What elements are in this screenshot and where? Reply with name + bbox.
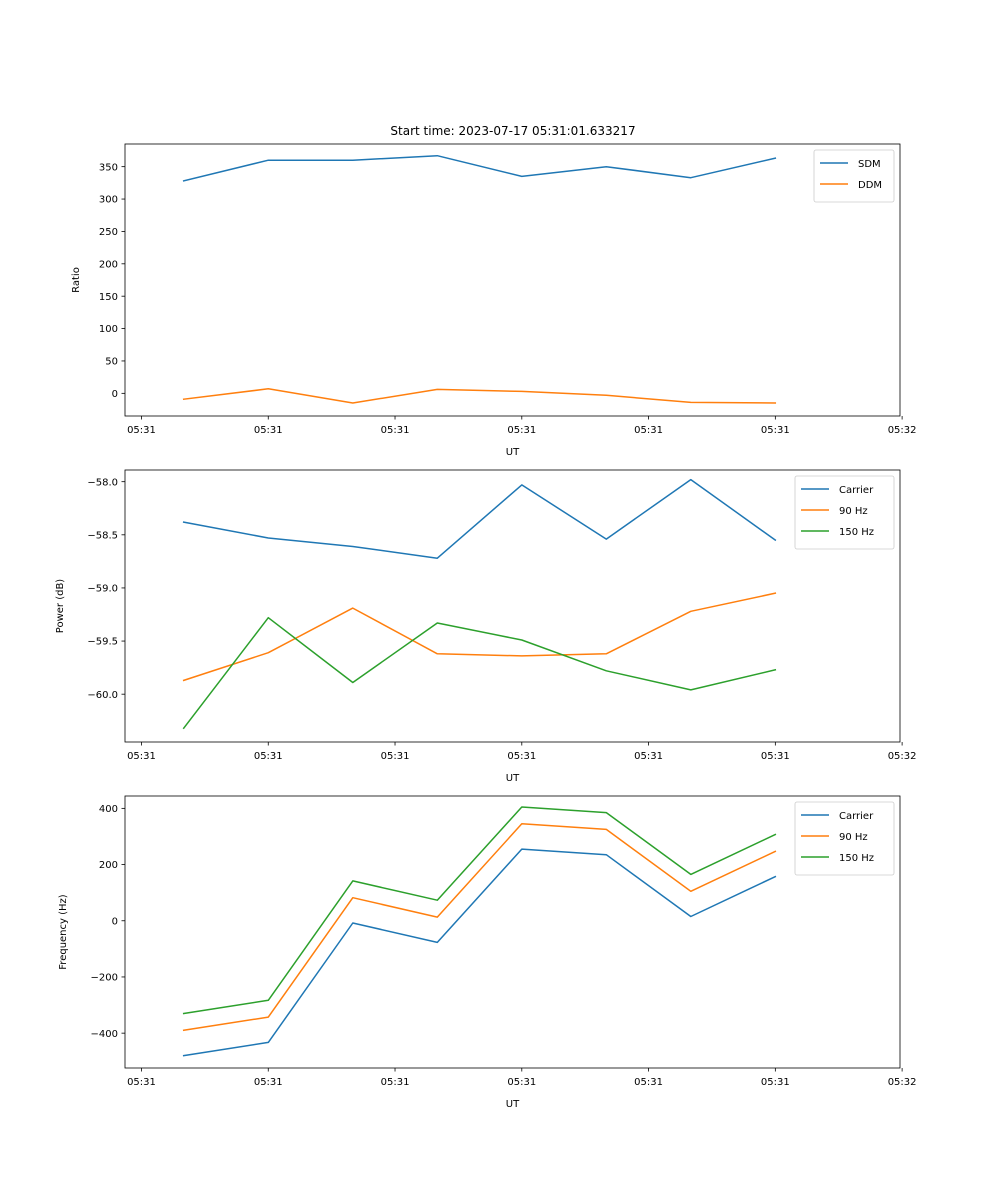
- frequency-x-tick-label: 05:31: [507, 1077, 536, 1088]
- ratio-x-tick-label: 05:31: [761, 425, 790, 436]
- frequency-x-tick-label: 05:31: [381, 1077, 410, 1088]
- frequency-x-axis-label: UT: [506, 1099, 520, 1110]
- power-y-tick-label: −60.0: [87, 690, 118, 701]
- ratio-panel: 05:31 05:31 05:31 05:31 05:31 05:31 05:32 0 50 10…: [71, 143, 917, 458]
- frequency-y-tick-label: 400: [99, 804, 118, 815]
- power-x-tick-label: 05:32: [888, 751, 917, 762]
- ratio-x-tick-label: 05:31: [634, 425, 663, 436]
- frequency-x-tick-label: 05:32: [888, 1077, 917, 1088]
- ratio-x-tick-label: 05:31: [507, 425, 536, 436]
- ratio-legend: SDM DDM: [813, 149, 895, 203]
- power-y-tick-label: −59.0: [87, 584, 118, 595]
- power-x-tick-label: 05:31: [634, 751, 663, 762]
- ratio-y-tick-label: 300: [99, 195, 118, 206]
- ratio-legend-label-ddm: DDM: [858, 180, 882, 191]
- power-series-90-hz-line: [182, 592, 777, 682]
- frequency-series-150-hz-line: [182, 806, 777, 1015]
- power-legend-label-90-hz: 90 Hz: [839, 506, 868, 517]
- frequency-series-90-hz-line: [182, 823, 777, 1032]
- power-x-tick-label: 05:31: [381, 751, 410, 762]
- frequency-legend: Carrier 90 Hz 150 Hz: [794, 801, 895, 876]
- ratio-x-tick-label: 05:31: [254, 425, 283, 436]
- power-panel: 05:31 05:31 05:31 05:31 05:31 05:31 05:32 −60.0…: [55, 469, 917, 784]
- ratio-y-tick-label: 350: [99, 162, 118, 173]
- power-y-tick-label: −59.5: [87, 637, 118, 648]
- ratio-x-axis-label: UT: [506, 447, 520, 458]
- power-x-tick-label: 05:31: [507, 751, 536, 762]
- ratio-legend-box: [813, 149, 895, 203]
- power-series-carrier-line: [182, 478, 777, 559]
- ratio-legend-label-sdm: SDM: [858, 159, 881, 170]
- power-axes-frame: [124, 469, 901, 743]
- power-legend: Carrier 90 Hz 150 Hz: [794, 475, 895, 550]
- frequency-axes-frame: [124, 795, 901, 1069]
- power-legend-label-carrier: Carrier: [839, 485, 874, 496]
- ratio-y-tick-label: 250: [99, 227, 118, 238]
- ratio-y-tick-label: 200: [99, 259, 118, 270]
- power-x-axis-label: UT: [506, 773, 520, 784]
- ratio-y-tick-label: 50: [105, 357, 118, 368]
- power-series-150-hz-line: [182, 616, 777, 730]
- ratio-y-tick-label: 100: [99, 324, 118, 335]
- power-y-tick-label: −58.5: [87, 530, 118, 541]
- frequency-y-axis-label: Frequency (Hz): [58, 894, 69, 970]
- frequency-x-tick-label: 05:31: [634, 1077, 663, 1088]
- power-legend-label-150-hz: 150 Hz: [839, 527, 874, 538]
- frequency-legend-label-90-hz: 90 Hz: [839, 832, 868, 843]
- power-y-axis-label: Power (dB): [55, 579, 66, 634]
- frequency-x-tick-label: 05:31: [254, 1077, 283, 1088]
- ratio-x-tick-label: 05:31: [127, 425, 156, 436]
- frequency-legend-label-carrier: Carrier: [839, 811, 874, 822]
- power-x-tick-label: 05:31: [254, 751, 283, 762]
- ratio-axes-frame: [124, 143, 901, 417]
- frequency-series-carrier-line: [182, 848, 777, 1057]
- ratio-y-tick-label: 150: [99, 292, 118, 303]
- ratio-y-axis-label: Ratio: [71, 267, 82, 293]
- frequency-panel: 05:31 05:31 05:31 05:31 05:31 05:31 05:32 −400 −…: [58, 795, 917, 1110]
- ratio-x-tick-label: 05:32: [888, 425, 917, 436]
- power-x-tick-label: 05:31: [761, 751, 790, 762]
- ratio-x-tick-label: 05:31: [381, 425, 410, 436]
- power-x-tick-label: 05:31: [127, 751, 156, 762]
- ratio-series-sdm-line: [182, 154, 777, 182]
- frequency-x-tick-label: 05:31: [761, 1077, 790, 1088]
- chart-title: Start time: 2023-07-17 05:31:01.633217: [390, 124, 635, 138]
- frequency-y-tick-label: 0: [112, 916, 118, 927]
- frequency-y-tick-label: −200: [91, 973, 118, 984]
- power-y-tick-label: −58.0: [87, 477, 118, 488]
- ratio-series-ddm-line: [182, 388, 777, 404]
- ratio-y-tick-label: 0: [112, 389, 118, 400]
- frequency-x-tick-label: 05:31: [127, 1077, 156, 1088]
- frequency-y-tick-label: 200: [99, 860, 118, 871]
- frequency-y-tick-label: −400: [91, 1029, 118, 1040]
- frequency-legend-label-150-hz: 150 Hz: [839, 853, 874, 864]
